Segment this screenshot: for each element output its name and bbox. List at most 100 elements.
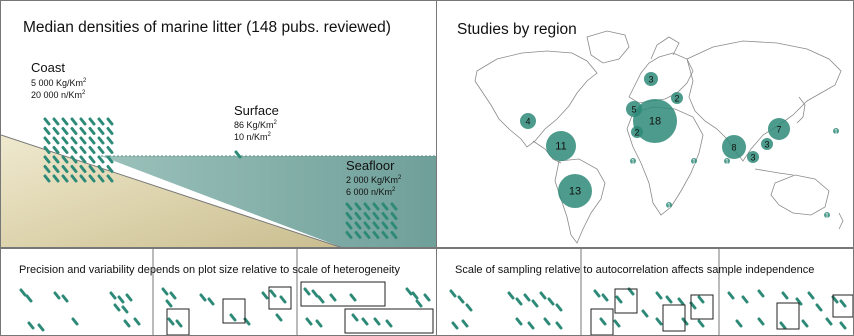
coast-litter-marker [97, 174, 105, 183]
litter-marker [757, 289, 765, 298]
seafloor-litter-marker [363, 212, 371, 220]
litter-marker [531, 299, 539, 308]
coast-litter-marker [70, 117, 78, 126]
litter-marker [167, 317, 175, 326]
litter-marker [123, 319, 131, 328]
coast-litter-marker [61, 146, 69, 154]
ocean-cross-section [1, 117, 436, 247]
litter-marker [317, 295, 325, 304]
region-study-count: 4 [525, 117, 530, 127]
region-study-count: 3 [764, 140, 769, 150]
sampling-plot-frame [590, 308, 614, 335]
autocorrelation-sampling-diagram [449, 249, 853, 335]
litter-markers [449, 287, 847, 330]
studies-by-region-panel: 18 13 11 8 7 5 4 3 3 3 2 2 1 1 1 1 1 1 Studies by region [436, 0, 854, 248]
coast-litter-marker [61, 136, 69, 145]
surface-count-value: 10 n/Km [234, 132, 268, 142]
seabed-slope-line [1, 134, 342, 247]
seafloor-litter-markers [345, 202, 398, 239]
coast-litter-marker [70, 155, 78, 164]
precision-variability-panel: Precision and variability depends on plo… [0, 248, 437, 336]
sampling-plot-frame [344, 308, 434, 334]
litter-marker [351, 313, 359, 322]
coast-litter-marker [70, 146, 78, 154]
sampling-plots [590, 288, 853, 335]
litter-marker [665, 295, 673, 304]
seafloor-mass: 2 000 Kg/Km2 [346, 175, 401, 185]
coast-litter-marker [106, 155, 114, 164]
litter-marker [243, 317, 251, 326]
coast-litter-marker [106, 146, 114, 154]
coast-litter-marker [79, 155, 87, 164]
sampling-plot-frame [776, 302, 800, 330]
region-bubble [724, 158, 730, 164]
coast-litter-marker [97, 136, 105, 145]
coast-litter-marker [61, 127, 69, 135]
coast-litter-marker [79, 174, 87, 183]
litter-marker [449, 289, 457, 298]
region-bubble [644, 72, 658, 86]
coast-litter-marker [79, 127, 87, 135]
surface-mass-exponent: 2 [273, 120, 277, 126]
litter-marker [229, 313, 237, 322]
litter-marker [697, 319, 705, 328]
coast-litter-marker [61, 117, 69, 126]
seafloor-mass-exponent: 2 [398, 175, 402, 181]
seafloor-litter-marker [381, 221, 389, 230]
coast-litter-marker [52, 174, 60, 183]
coast-litter-marker [106, 117, 114, 126]
litter-marker [121, 305, 129, 314]
surface-label: Surface [234, 103, 279, 118]
sampling-plot-frame [222, 298, 246, 324]
region-study-count: 8 [731, 143, 736, 153]
coast-litter-marker [97, 155, 105, 164]
coast-litter-marker [52, 136, 60, 145]
coast-litter-marker [79, 136, 87, 145]
coast-litter-marker [106, 165, 114, 173]
coast-count-exponent: 2 [82, 90, 86, 96]
litter-marker [175, 319, 183, 328]
surface-mass: 86 Kg/Km2 [234, 120, 277, 130]
litter-marker [161, 287, 169, 296]
litter-marker [741, 295, 749, 304]
seawater [101, 156, 436, 247]
region-bubble [630, 158, 636, 164]
litter-marker [801, 319, 809, 328]
coast-litter-marker [43, 155, 51, 164]
litter-marker [677, 297, 685, 306]
region-bubble [824, 212, 830, 218]
litter-marker [349, 293, 357, 302]
coast-litter-marker [70, 165, 78, 173]
region-study-count: 5 [631, 105, 636, 115]
sampling-plot-frame [690, 294, 714, 320]
precision-caption: Precision and variability depends on plo… [19, 264, 400, 276]
seafloor-litter-marker [345, 221, 353, 230]
seafloor-litter-marker [354, 212, 362, 220]
coast-litter-marker [88, 155, 96, 164]
region-study-count: 18 [649, 116, 661, 128]
litter-marker [727, 291, 735, 300]
litter-marker [547, 297, 555, 306]
litter-marker [199, 293, 207, 302]
region-study-count: 1 [834, 129, 838, 136]
seafloor-litter-marker [390, 221, 398, 230]
coast-litter-marker [43, 146, 51, 154]
coast-litter-marker [52, 165, 60, 173]
coast-litter-marker [52, 117, 60, 126]
litter-marker [315, 319, 323, 328]
litter-marker [207, 297, 215, 306]
litter-marker [757, 317, 765, 326]
region-study-count: 1 [692, 159, 696, 166]
seafloor-litter-marker [363, 221, 371, 230]
sampling-plot-frame [614, 288, 638, 314]
seafloor-count-value: 6 000 n/Km [346, 187, 393, 197]
sampling-plots [166, 281, 434, 335]
coast-litter-marker [43, 136, 51, 145]
indonesia-outline [754, 168, 794, 176]
litter-marker [311, 289, 319, 298]
coast-litter-marker [88, 136, 96, 145]
coast-litter-marker [97, 127, 105, 135]
region-study-count: 3 [750, 153, 755, 163]
litter-marker [385, 319, 393, 328]
